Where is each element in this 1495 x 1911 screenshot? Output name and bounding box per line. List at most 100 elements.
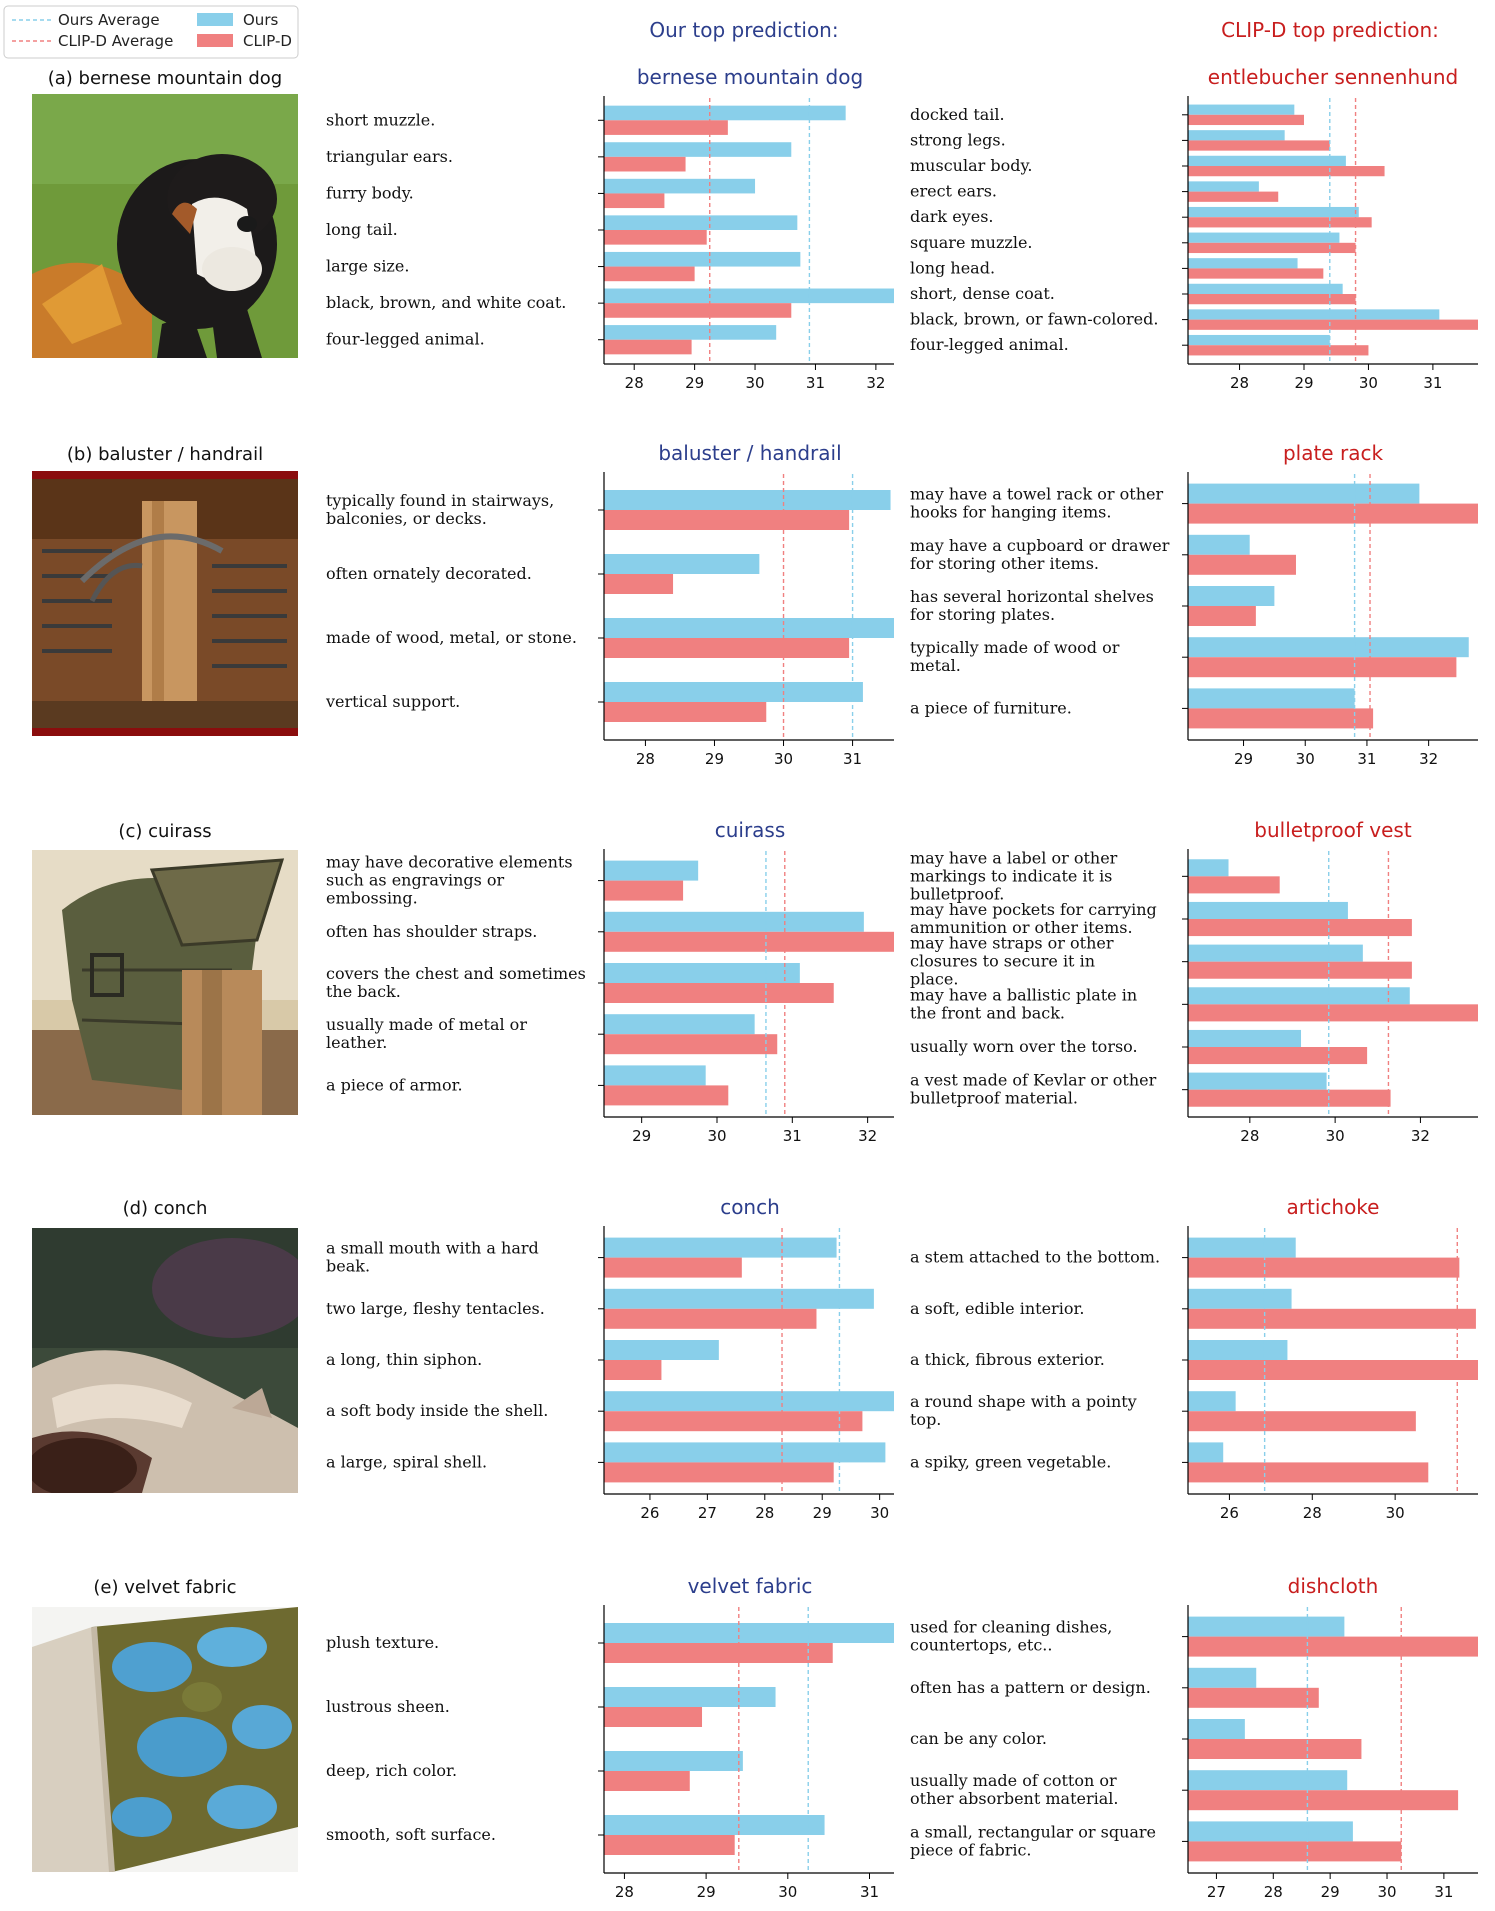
bar-clipd xyxy=(604,983,834,1003)
category-label: triangular ears. xyxy=(326,147,453,166)
ours-chart: baluster / handrail typically found in st… xyxy=(325,441,894,768)
bar-clipd xyxy=(1188,268,1324,279)
bar-ours xyxy=(1188,944,1363,962)
baluster-handrail-photo xyxy=(32,471,298,736)
category-label: a spiky, green vegetable. xyxy=(910,1452,1111,1471)
bar-clipd xyxy=(604,303,792,318)
panel-caption: (a) bernese mountain dog xyxy=(48,68,282,89)
category-label: docked tail. xyxy=(910,105,1005,124)
x-tick-label: 31 xyxy=(783,1127,802,1145)
bar-clipd xyxy=(1188,1411,1416,1432)
category-label: may have decorative elements such as engr… xyxy=(326,853,573,908)
bar-ours xyxy=(1188,155,1346,166)
bar-clipd xyxy=(604,1835,735,1855)
bar-ours xyxy=(604,1014,755,1035)
bar-clipd xyxy=(604,120,728,135)
ours-header: Our top prediction: xyxy=(649,18,838,42)
category-label: made of wood, metal, or stone. xyxy=(326,628,577,647)
x-tick-label: 32 xyxy=(858,1127,877,1145)
conch-photo xyxy=(32,1228,298,1493)
bar-ours xyxy=(1188,901,1348,919)
category-label: a large, spiral shell. xyxy=(326,1452,487,1471)
bar-clipd xyxy=(604,230,707,245)
bar-clipd xyxy=(604,1411,863,1432)
bar-clipd xyxy=(604,266,695,282)
x-tick-label: 28 xyxy=(755,1504,774,1522)
category-label: two large, fleshy tentacles. xyxy=(326,1299,545,1318)
x-tick-label: 31 xyxy=(860,1883,879,1901)
clipd-header: CLIP-D top prediction: xyxy=(1221,18,1439,42)
category-label: may have a towel rack or other hooks for … xyxy=(910,485,1163,522)
bar-ours xyxy=(604,1237,837,1258)
bar-ours xyxy=(1188,181,1259,192)
bar-ours xyxy=(1188,104,1295,115)
category-label: a small mouth with a hard beak. xyxy=(326,1239,539,1276)
bar-ours xyxy=(1188,1719,1245,1739)
category-label: four-legged animal. xyxy=(326,330,485,349)
bar-clipd xyxy=(1188,503,1478,524)
legend-clipd-swatch xyxy=(197,34,233,47)
category-label: a piece of armor. xyxy=(326,1075,463,1094)
bar-ours xyxy=(604,911,864,932)
legend: Ours Average CLIP-D Average Ours CLIP-D xyxy=(3,5,299,59)
bar-ours xyxy=(1188,258,1298,269)
category-label: a vest made of Kevlar or other bulletproo… xyxy=(910,1071,1157,1108)
bar-ours xyxy=(1188,1340,1288,1360)
bar-ours xyxy=(1188,987,1410,1005)
bar-clipd xyxy=(1188,1790,1459,1811)
x-tick-label: 28 xyxy=(1230,374,1249,392)
bar-clipd xyxy=(604,574,674,594)
bar-clipd xyxy=(604,1707,703,1727)
bar-clipd xyxy=(604,510,850,530)
category-label: short muzzle. xyxy=(326,110,435,129)
category-label: furry body. xyxy=(326,183,414,202)
bar-ours xyxy=(604,1391,894,1412)
bar-ours xyxy=(604,618,894,638)
category-label: black, brown, or fawn-colored. xyxy=(910,310,1158,329)
x-tick-label: 28 xyxy=(1264,1883,1283,1901)
bar-ours xyxy=(604,1340,719,1360)
bar-clipd xyxy=(604,1643,833,1663)
bar-ours xyxy=(1188,334,1330,346)
bar-ours xyxy=(1188,1237,1296,1258)
bar-ours xyxy=(1188,232,1340,243)
x-tick-label: 30 xyxy=(745,374,764,392)
x-tick-label: 26 xyxy=(1220,1504,1239,1522)
ours-chart: conch a small mouth with a hard beak. two l… xyxy=(326,1195,894,1522)
x-tick-label: 29 xyxy=(697,1883,716,1901)
bar-clipd xyxy=(1188,876,1280,894)
category-label: smooth, soft surface. xyxy=(326,1825,496,1844)
bar-clipd xyxy=(1188,345,1369,356)
category-label: plush texture. xyxy=(326,1633,439,1652)
bar-ours xyxy=(604,963,800,983)
category-label: a long, thin siphon. xyxy=(326,1350,482,1369)
category-label: usually made of metal or leather. xyxy=(326,1015,527,1052)
panel-3: (d) conch conch a small mouth with a hard b… xyxy=(123,1195,1478,1522)
bar-clipd xyxy=(1188,554,1296,575)
category-label: a round shape with a pointy top. xyxy=(910,1392,1137,1429)
x-tick-label: 32 xyxy=(866,374,885,392)
bar-clipd xyxy=(604,339,692,355)
bernese-mountain-dog-photo xyxy=(32,94,298,358)
bar-clipd xyxy=(1188,166,1385,177)
x-tick-label: 30 xyxy=(1296,750,1315,768)
legend-ours-swatch xyxy=(197,13,233,26)
bar-clipd xyxy=(1188,1841,1402,1862)
bar-ours xyxy=(1188,1072,1327,1090)
x-tick-label: 30 xyxy=(870,1504,889,1522)
panel-caption: (c) cuirass xyxy=(118,821,211,842)
bar-ours xyxy=(1188,283,1343,294)
bar-ours xyxy=(604,1687,776,1707)
bar-clipd xyxy=(604,1462,834,1483)
category-label: often ornately decorated. xyxy=(326,564,532,583)
bar-clipd xyxy=(604,702,767,722)
category-label: a soft, edible interior. xyxy=(910,1299,1084,1318)
velvet-fabric-photo xyxy=(32,1607,298,1872)
ours-chart-title: velvet fabric xyxy=(688,1574,813,1598)
panel-caption: (b) baluster / handrail xyxy=(67,444,263,465)
clipd-chart-title: plate rack xyxy=(1283,441,1383,465)
bar-ours xyxy=(1188,688,1355,709)
bar-ours xyxy=(1188,586,1275,606)
clipd-chart-title: dishcloth xyxy=(1288,1574,1379,1598)
